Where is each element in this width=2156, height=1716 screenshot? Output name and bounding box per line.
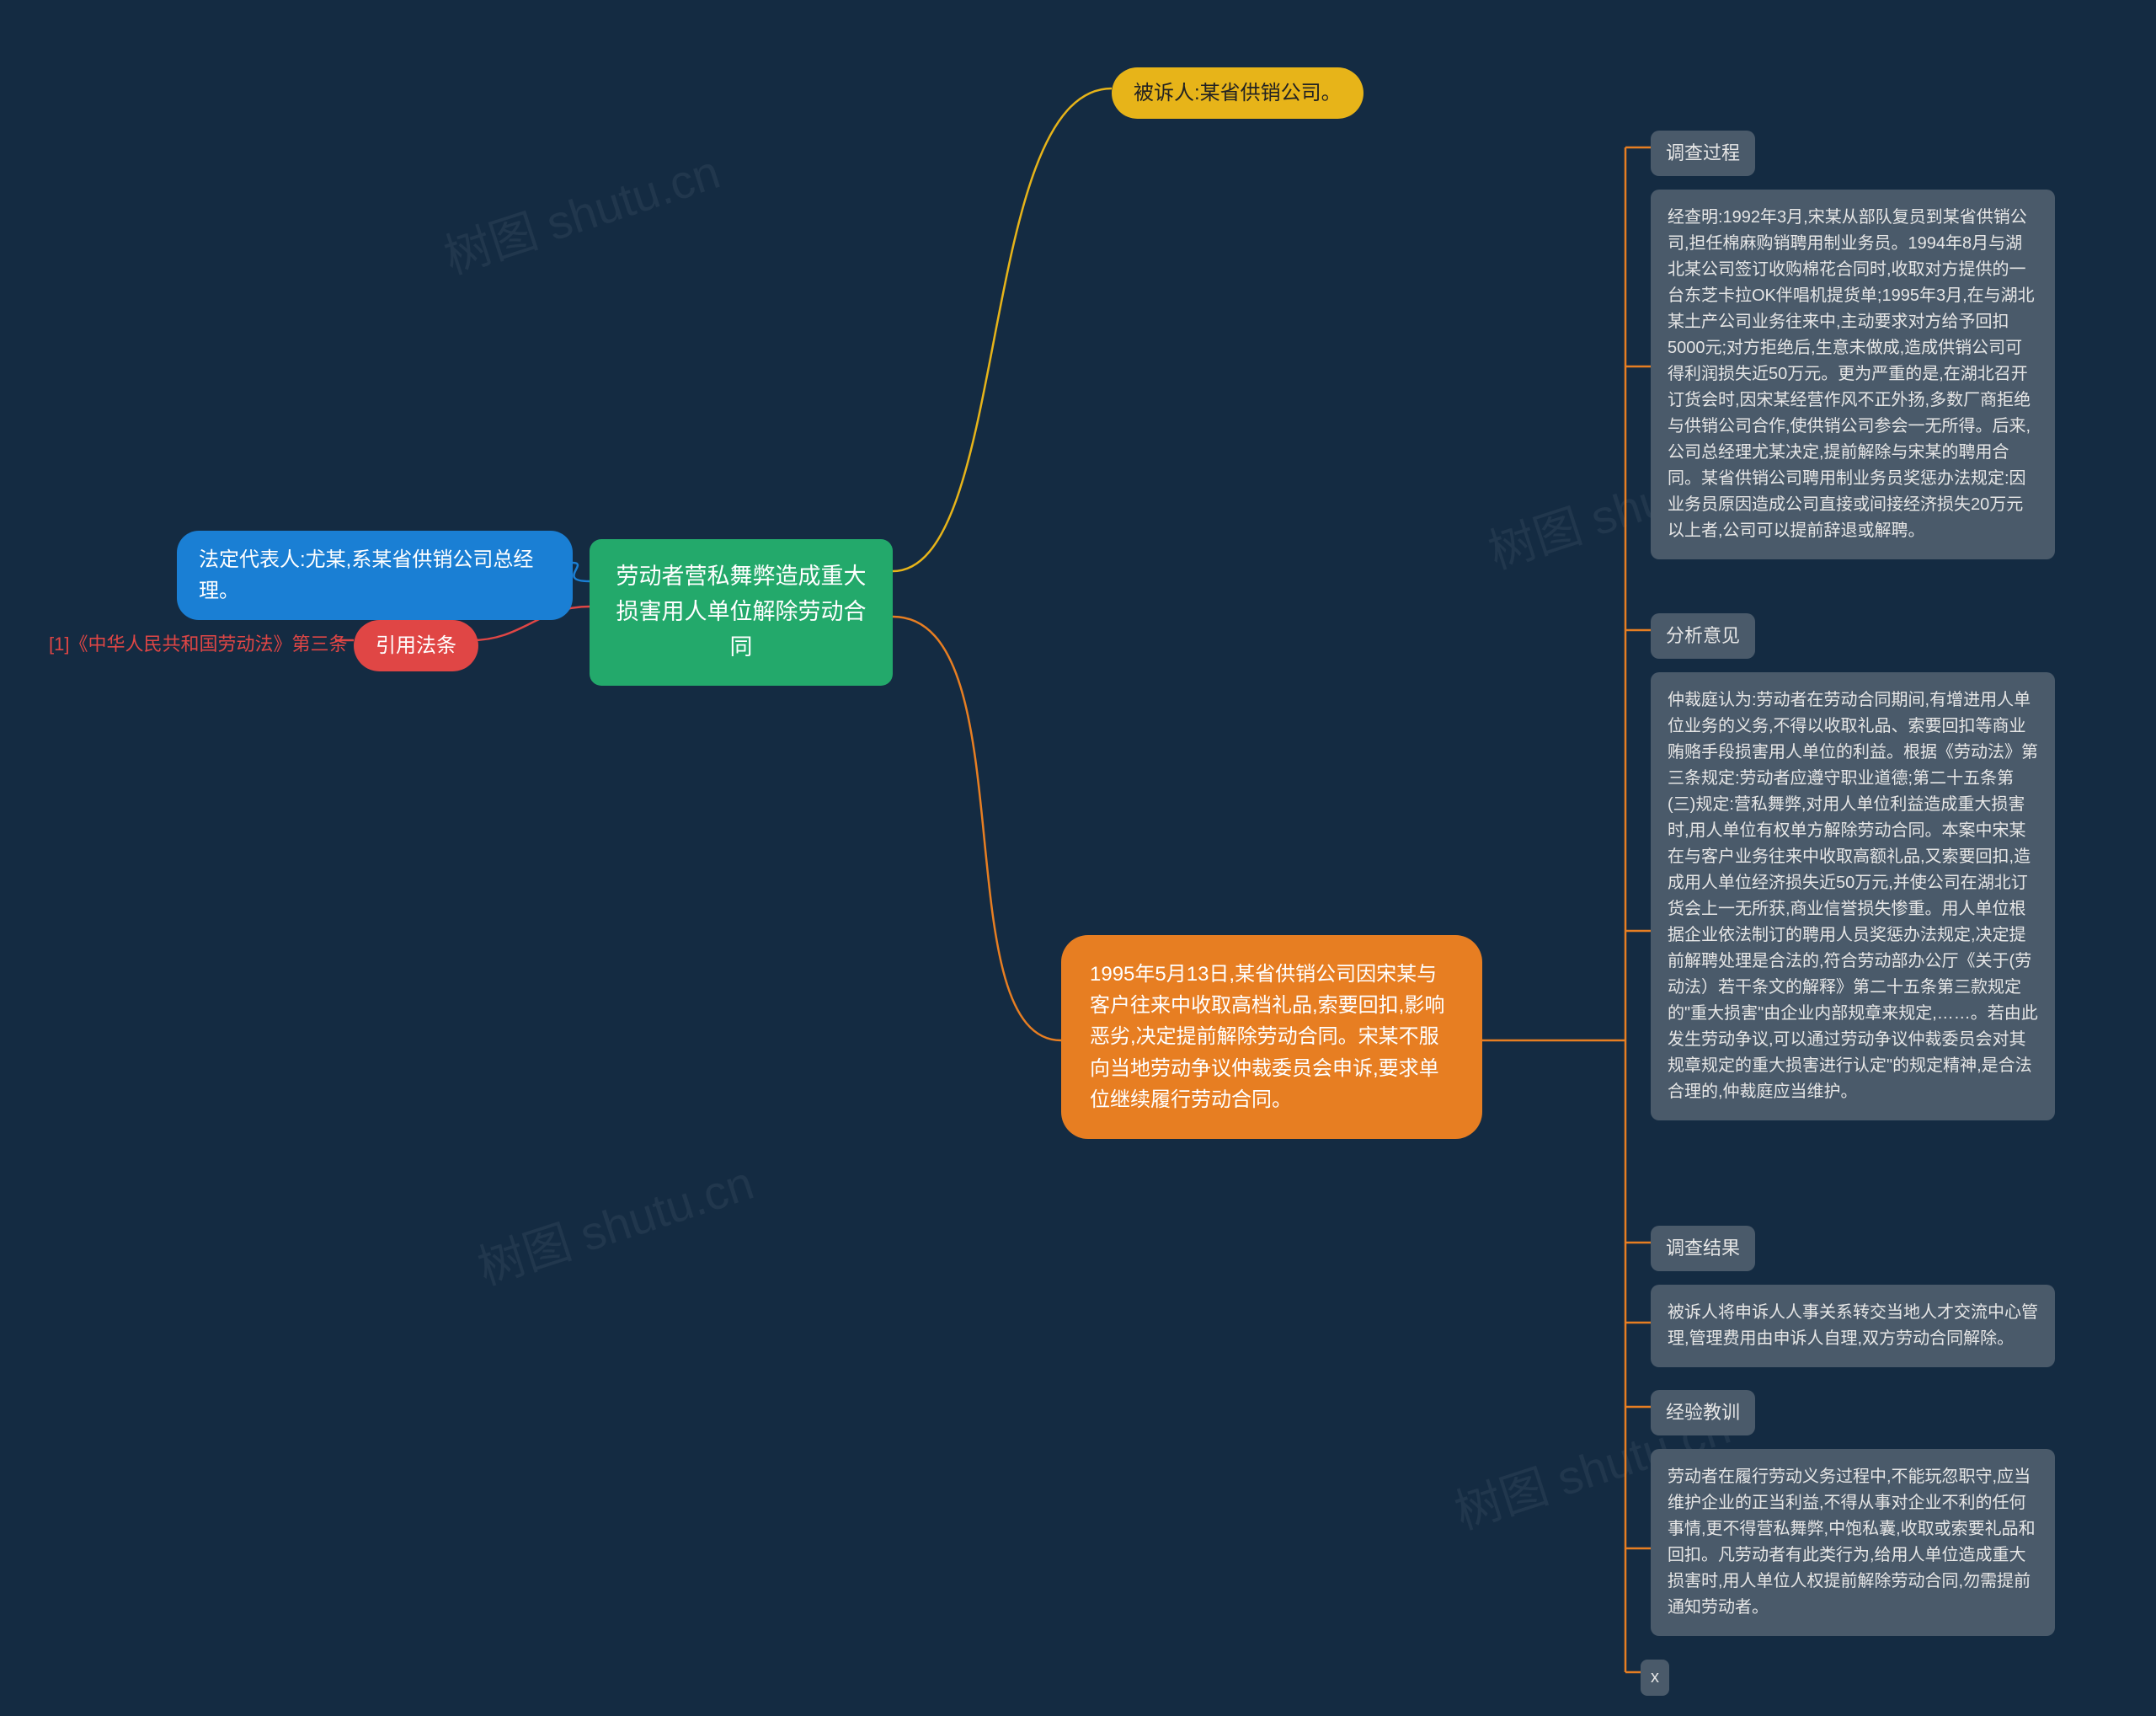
defendant-node[interactable]: 被诉人:某省供销公司。 xyxy=(1112,67,1364,119)
root-node[interactable]: 劳动者营私舞弊造成重大损害用人单位解除劳动合同 xyxy=(590,539,893,686)
watermark: 树图 shutu.cn xyxy=(468,1146,761,1299)
section-body-result[interactable]: 被诉人将申诉人人事关系转交当地人才交流中心管理,管理费用由申诉人自理,双方劳动合… xyxy=(1651,1285,2055,1367)
cite-label-node[interactable]: 引用法条 xyxy=(354,620,478,671)
case-summary-node[interactable]: 1995年5月13日,某省供销公司因宋某与客户往来中收取高档礼品,索要回扣,影响… xyxy=(1061,935,1482,1139)
section-body-lesson[interactable]: 劳动者在履行劳动义务过程中,不能玩忽职守,应当维护企业的正当利益,不得从事对企业… xyxy=(1651,1449,2055,1636)
watermark: 树图 shutu.cn xyxy=(435,135,728,288)
representative-node[interactable]: 法定代表人:尤某,系某省供销公司总经理。 xyxy=(177,531,573,620)
section-head-process[interactable]: 调查过程 xyxy=(1651,131,1755,176)
section-head-opinion[interactable]: 分析意见 xyxy=(1651,613,1755,659)
section-body-opinion[interactable]: 仲裁庭认为:劳动者在劳动合同期间,有增进用人单位业务的义务,不得以收取礼品、索要… xyxy=(1651,672,2055,1120)
tail-x-node[interactable]: x xyxy=(1641,1660,1669,1696)
section-body-process[interactable]: 经查明:1992年3月,宋某从部队复员到某省供销公司,担任棉麻购销聘用制业务员。… xyxy=(1651,190,2055,559)
cite-item-node[interactable]: [1]《中华人民共和国劳动法》第三条 xyxy=(49,630,347,659)
section-head-lesson[interactable]: 经验教训 xyxy=(1651,1390,1755,1435)
section-head-result[interactable]: 调查结果 xyxy=(1651,1226,1755,1271)
